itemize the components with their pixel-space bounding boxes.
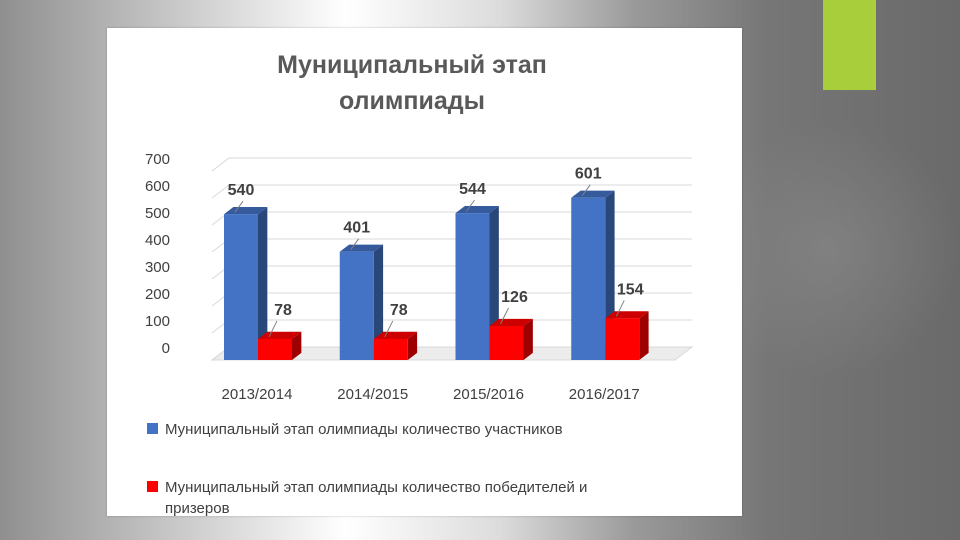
gridline [211,238,692,253]
bar-series1-top [339,244,384,252]
x-category-label: 2016/2017 [569,386,640,403]
data-label-series2: 126 [501,289,528,306]
leader-line [234,200,244,213]
data-label-series2: 154 [617,281,644,298]
legend-label: Муниципальный этап олимпиады количество … [165,479,587,496]
bar-series2-side [523,318,533,360]
data-label-series1: 601 [575,166,602,183]
y-tick-label: 700 [145,151,170,168]
bar-series1-side [258,207,268,360]
bar-series2-top [258,331,302,339]
legend-swatch [147,481,158,492]
bar-series1-side [373,244,384,360]
data-label-series2: 78 [390,302,408,319]
legend-swatch [147,423,158,434]
bar-series1 [571,197,606,360]
bar-series2-top [373,331,418,339]
legend-label: призеров [165,500,230,516]
x-category-label: 2015/2016 [453,386,524,403]
gridline [211,211,692,226]
bar-series2 [489,325,524,360]
leader-line [466,199,475,212]
leader-line [581,184,591,197]
bar-series1 [224,214,258,360]
bar-series2 [605,318,640,360]
bar-series2 [258,338,292,360]
leader-line [350,238,360,251]
bar-series2-top [605,311,649,319]
bar-series2 [373,338,408,360]
y-tick-label: 200 [145,286,170,303]
chart-title-line: Муниципальный этап [277,51,547,79]
y-tick-label: 600 [145,178,170,195]
data-label-series2: 78 [274,302,292,319]
leader-line [384,320,394,338]
gridline [211,157,692,172]
bar-series1 [339,251,374,360]
leader-line [500,307,509,325]
bar-series1 [455,213,490,360]
data-label-series1: 540 [228,182,255,199]
bar-series1-top [224,207,268,215]
y-tick-label: 300 [145,259,170,276]
chart-card: Муниципальный этап олимпиады 0 100 200 300 400… [107,28,742,516]
leader-line [268,320,278,338]
chart-title-line: олимпиады [339,87,485,115]
bar-chart: Муниципальный этап олимпиады 0 100 200 300 400… [145,51,694,516]
y-tick-label: 500 [145,205,170,222]
x-category-label: 2013/2014 [222,386,293,403]
background-glow [700,120,960,380]
bar-series2-top [489,318,533,326]
y-tick-label: 0 [162,340,170,357]
bar-series2-side [292,331,302,360]
bar-series1-top [571,190,615,198]
accent-tab [823,0,876,90]
data-label-series1: 401 [343,220,370,237]
gridline [211,184,692,199]
leader-line [615,300,625,317]
bar-series2-side [639,311,649,360]
y-tick-label: 100 [145,313,170,330]
x-category-label: 2014/2015 [337,386,408,403]
gridline [211,265,692,280]
data-label-series1: 544 [459,181,486,198]
legend-label: Муниципальный этап олимпиады количество … [165,421,563,438]
bar-series2-side [407,331,418,360]
y-tick-label: 400 [145,232,170,249]
bar-series1-top [455,205,499,214]
